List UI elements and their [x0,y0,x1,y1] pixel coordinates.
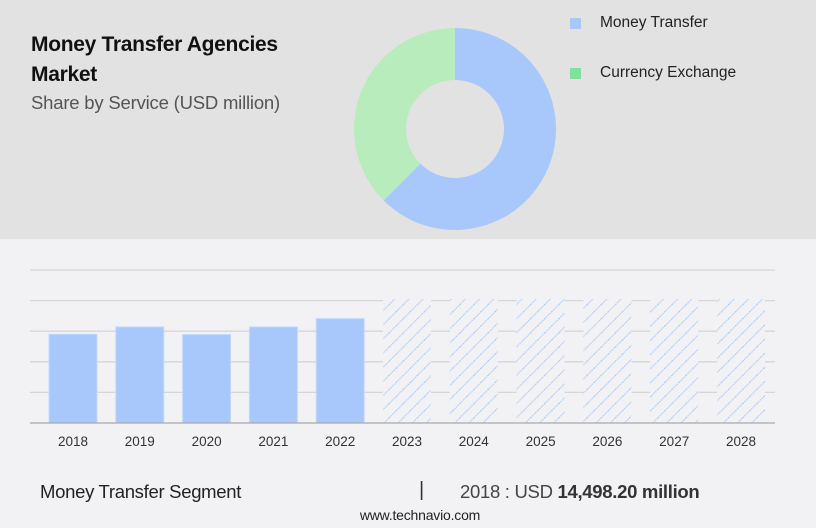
forecast-bar-2028 [717,299,765,423]
donut-slice-currency-exchange [354,28,455,201]
forecast-bar-2025 [516,299,565,423]
bar-chart: 2018 2019 2020 2021 2022 2023 2024 2025 2026 2027… [30,269,775,449]
legend-label: Money Transfer [600,14,708,31]
x-axis-label: 2021 [258,434,288,449]
bar-2018 [48,333,98,424]
x-axis-label: 2026 [592,434,622,449]
x-axis-label: 2024 [459,434,490,449]
chart-subtitle: Share by Service (USD million) [31,92,280,113]
forecast-bar-2026 [583,299,632,423]
x-axis-label: 2018 [58,434,88,449]
segment-value: 2018 : USD 14,498.20 million [460,481,700,503]
legend-label: Currency Exchange [600,64,737,81]
bar-2022 [315,318,365,424]
donut-chart [354,28,556,230]
forecast-bar-2023 [383,299,431,423]
legend-swatch-currency-exchange [570,67,581,79]
segment-value-amount: 14,498.20 million [557,481,700,502]
x-axis-label: 2019 [125,434,155,449]
donut-hole [406,80,504,178]
forecast-bar-2027 [650,299,699,423]
segment-year-prefix: 2018 : USD [460,481,553,502]
footer-separator: | [419,479,425,501]
x-axis-label: 2027 [659,434,689,449]
header-panel: Money Transfer Agencies Market Share by … [0,0,816,239]
legend-item-currency-exchange: Currency Exchange [570,64,736,82]
legend-swatch-money-transfer [570,17,581,29]
x-axis-label: 2022 [325,434,355,449]
bars [48,299,765,424]
bar-2019 [115,326,165,424]
bar-2021 [248,326,298,424]
segment-label: Money Transfer Segment [40,481,242,502]
legend-item-money-transfer: Money Transfer [570,14,708,32]
x-axis-labels: 2018 2019 2020 2021 2022 2023 2024 2025 2026 2027… [58,434,756,449]
x-axis-label: 2023 [392,434,422,449]
x-axis-label: 2028 [726,434,756,449]
website-link: www.technavio.com [359,507,481,523]
chart-title: Money Transfer Agencies Market [31,33,278,86]
forecast-bar-2024 [449,299,498,423]
x-axis-label: 2020 [192,434,222,449]
bar-2020 [182,334,232,424]
x-axis-label: 2025 [526,434,556,449]
